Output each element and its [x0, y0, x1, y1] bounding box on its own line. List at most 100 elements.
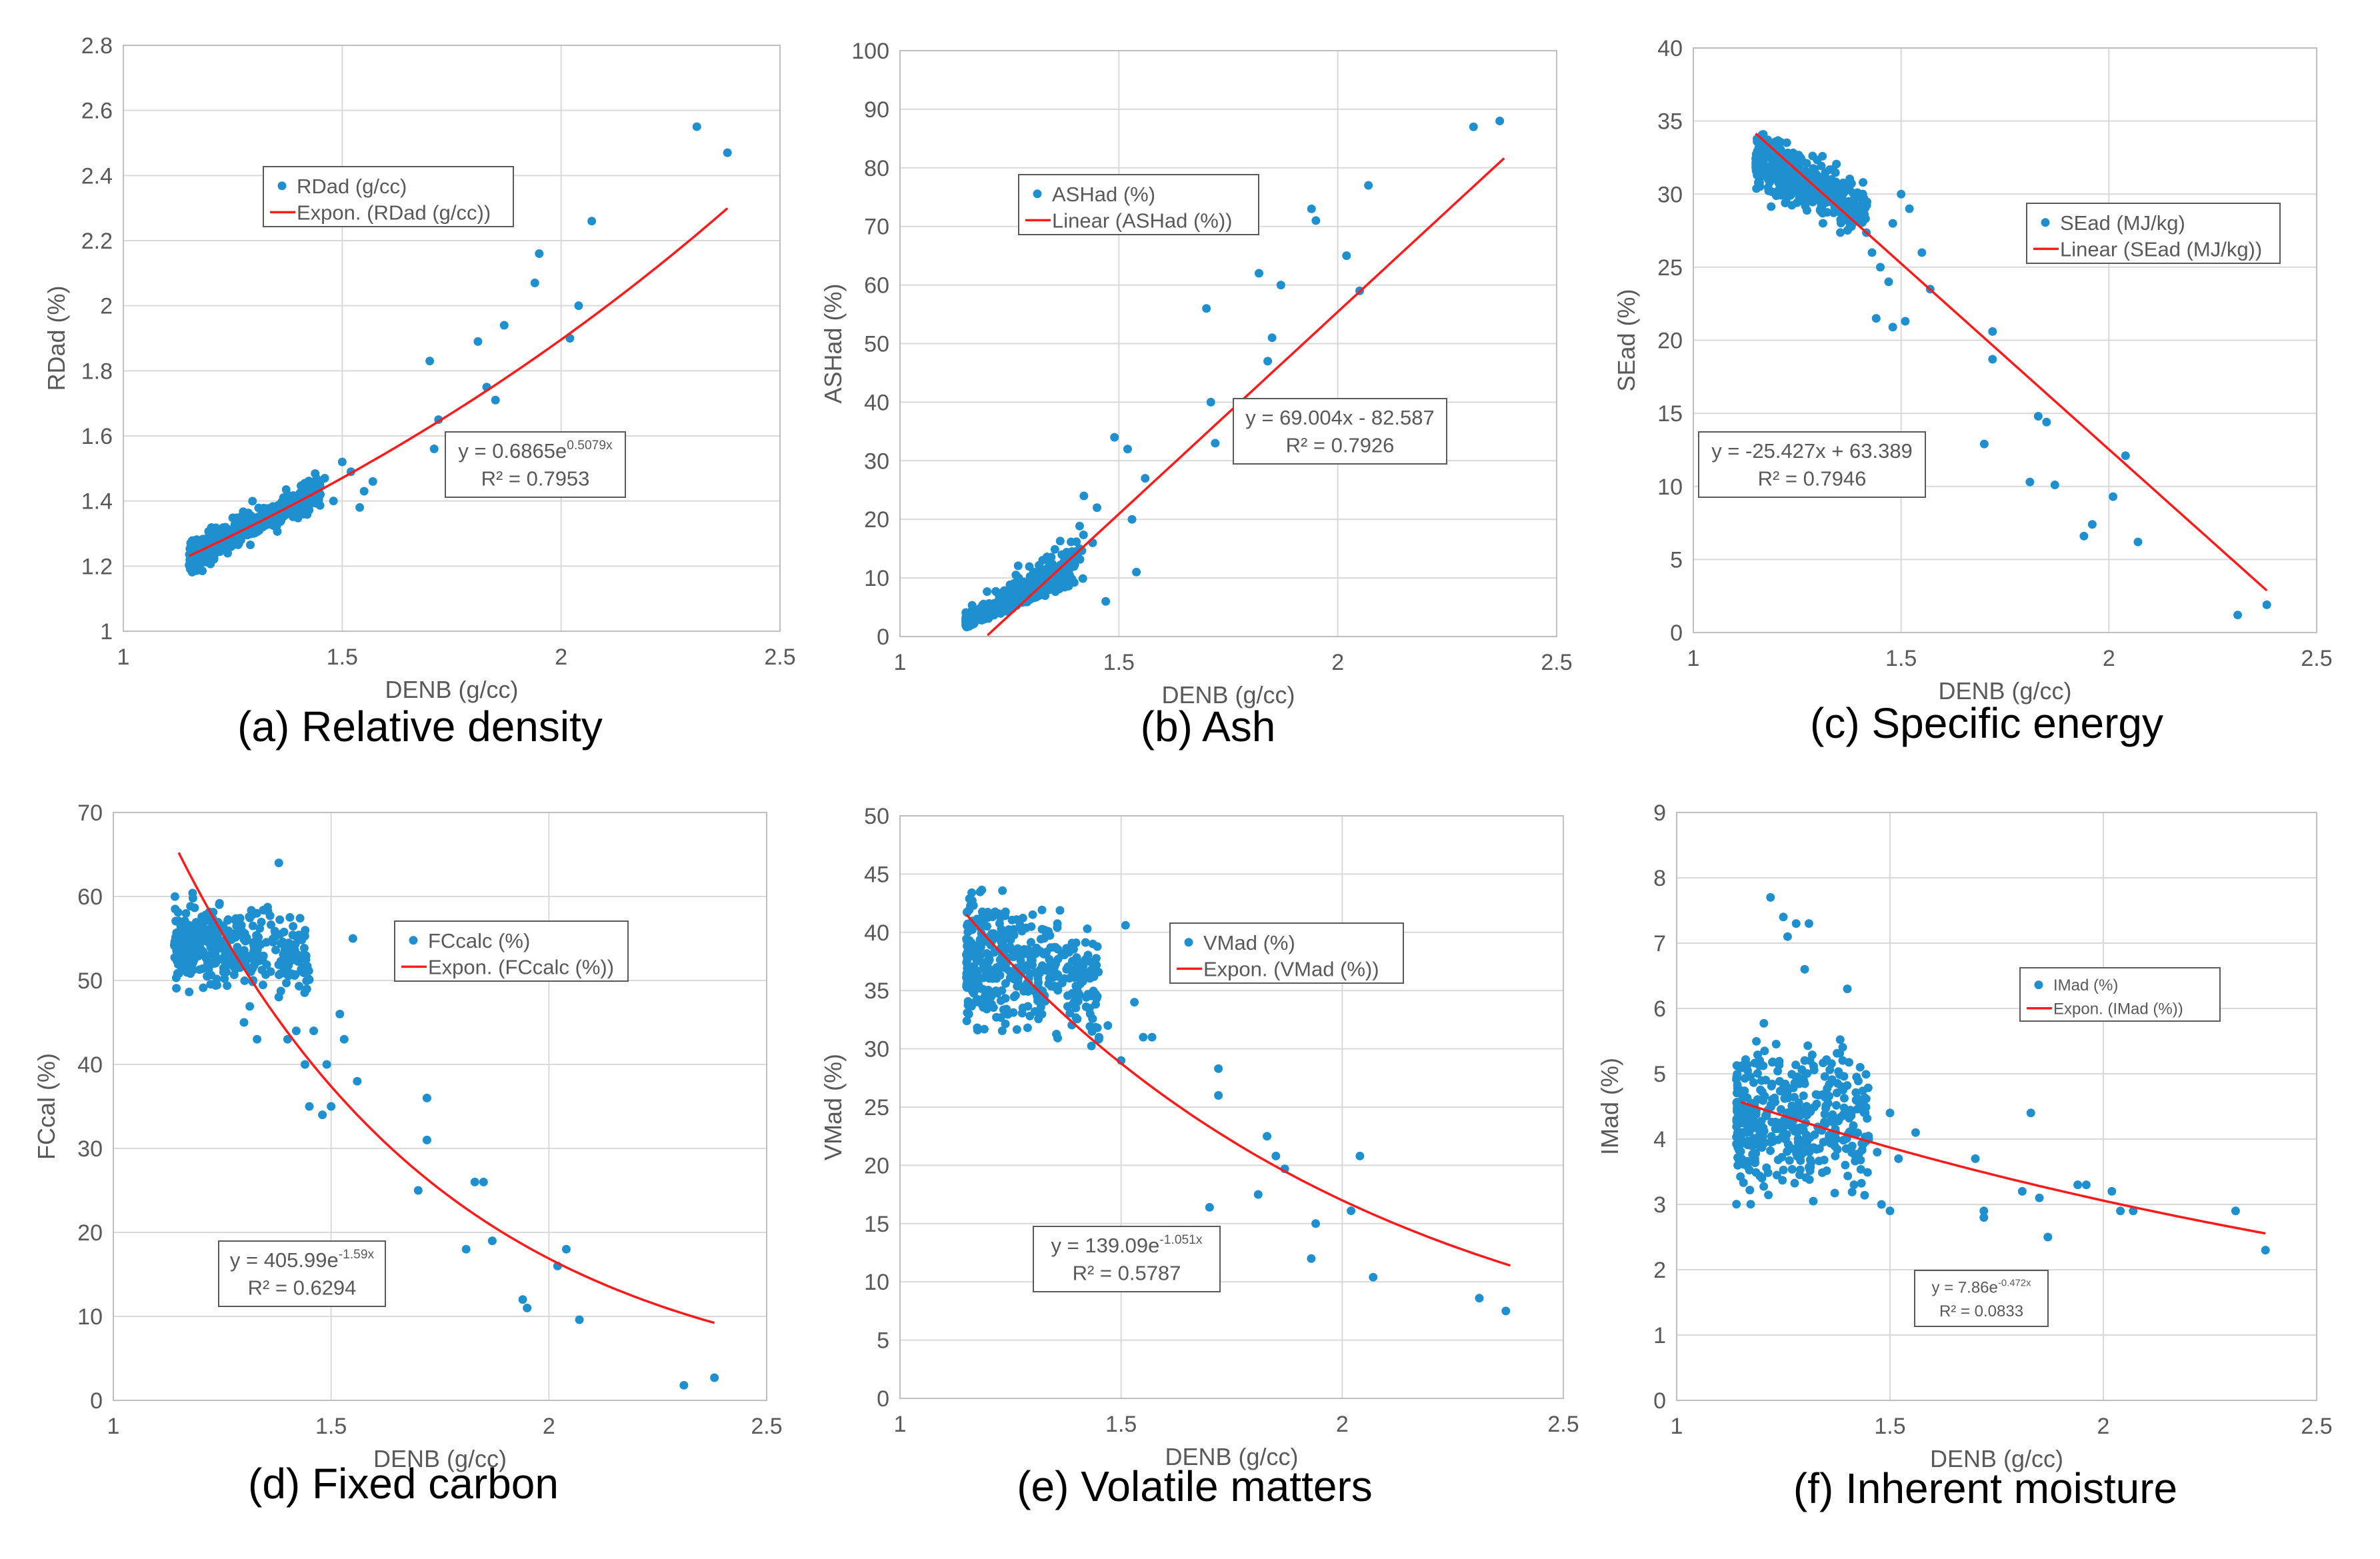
- data-point: [499, 321, 509, 330]
- legend-box: [263, 166, 514, 227]
- data-point: [979, 1024, 989, 1034]
- data-point: [1053, 954, 1063, 964]
- data-point: [1799, 1091, 1808, 1100]
- data-point: [1050, 545, 1059, 554]
- data-point: [1803, 1041, 1813, 1050]
- data-point: [962, 982, 971, 991]
- data-point: [255, 526, 264, 535]
- data-point: [1830, 1188, 1839, 1198]
- data-point: [1802, 1102, 1811, 1111]
- y-tick-label: 30: [864, 449, 889, 474]
- data-point: [1743, 1136, 1752, 1146]
- data-point: [1885, 1206, 1895, 1216]
- data-point: [1836, 1112, 1845, 1122]
- y-tick-label: 1.8: [81, 359, 113, 384]
- y-tick-label: 1: [1653, 1323, 1666, 1348]
- data-point: [1025, 562, 1034, 571]
- data-point: [1032, 948, 1041, 957]
- data-point: [1808, 186, 1817, 195]
- data-point: [1009, 579, 1019, 588]
- data-point: [1786, 186, 1795, 195]
- y-tick-label: 2.4: [81, 163, 113, 189]
- y-tick-label: 30: [77, 1136, 103, 1162]
- data-point: [1820, 1072, 1829, 1081]
- data-point: [1850, 208, 1859, 217]
- data-point: [173, 908, 183, 917]
- data-point: [1863, 1168, 1872, 1177]
- equation-main: y = 405.99e: [230, 1248, 339, 1272]
- data-point: [1790, 1078, 1799, 1088]
- data-point: [1783, 1093, 1793, 1102]
- data-point: [1733, 1142, 1743, 1152]
- data-point: [962, 1016, 971, 1026]
- data-point: [1836, 228, 1845, 237]
- legend-series-label: FCcalc (%): [428, 929, 530, 952]
- equation-exponent: -0.472x: [1998, 1278, 2031, 1289]
- data-point: [975, 887, 985, 896]
- data-point: [1803, 1069, 1812, 1078]
- data-point: [1857, 218, 1867, 227]
- data-point: [1013, 977, 1023, 986]
- data-point: [1853, 1128, 1862, 1138]
- data-point: [199, 925, 209, 934]
- data-point: [1762, 169, 1771, 179]
- trendline: [1755, 132, 2268, 592]
- data-point: [1740, 1108, 1749, 1117]
- data-point: [1001, 994, 1010, 1003]
- data-point: [337, 457, 347, 467]
- data-point: [1773, 1066, 1783, 1076]
- legend-series-label: IMad (%): [2053, 976, 2118, 994]
- data-point: [518, 1295, 527, 1304]
- equation-text: y = 405.99e-1.59x: [230, 1248, 375, 1272]
- data-point: [212, 942, 221, 951]
- trend-equation: y = 7.86e-0.472x R² = 0.0833: [1914, 1270, 2049, 1327]
- data-point: [1795, 1112, 1805, 1121]
- data-point: [300, 964, 309, 973]
- data-point: [530, 278, 539, 287]
- data-point: [1073, 1014, 1082, 1024]
- data-point: [304, 974, 313, 984]
- legend-marker-points: [2041, 218, 2050, 227]
- data-point: [1078, 976, 1087, 986]
- data-point: [1787, 1101, 1797, 1110]
- legend-box: [394, 920, 629, 982]
- data-point: [1805, 1175, 1814, 1184]
- data-point: [1845, 1114, 1854, 1123]
- y-tick-label: 20: [864, 507, 889, 533]
- data-point: [2073, 1180, 2083, 1190]
- plot-area: [123, 45, 781, 632]
- data-point: [185, 930, 195, 939]
- data-point: [248, 497, 257, 506]
- data-point: [173, 968, 182, 978]
- data-point: [1017, 577, 1027, 587]
- data-point: [284, 942, 293, 951]
- data-point: [1857, 1139, 1867, 1148]
- y-tick-label: 40: [864, 390, 889, 415]
- data-point: [1037, 905, 1047, 914]
- data-point: [1791, 919, 1801, 928]
- data-point: [1072, 953, 1081, 962]
- data-point: [327, 1102, 336, 1111]
- data-point: [320, 473, 329, 483]
- equation-text: y = 0.6865e0.5079x: [458, 439, 613, 463]
- data-point: [1790, 1092, 1799, 1102]
- data-point: [270, 926, 279, 936]
- y-tick-label: 1.6: [81, 424, 113, 449]
- data-point: [2081, 1180, 2091, 1190]
- data-point: [211, 523, 221, 533]
- data-point: [293, 513, 303, 523]
- y-tick-label: 35: [864, 978, 889, 1004]
- y-tick-label: 15: [1657, 401, 1683, 427]
- data-point: [1263, 357, 1273, 366]
- legend-trend-label: Expon. (RDad (g/cc)): [297, 201, 491, 225]
- data-point: [1369, 1272, 1378, 1282]
- trendline: [177, 852, 715, 1324]
- data-point: [245, 913, 255, 922]
- panel-caption: (e) Volatile matters: [1017, 1462, 1373, 1510]
- data-point: [1751, 1168, 1761, 1177]
- data-point: [723, 148, 732, 157]
- data-point: [198, 567, 207, 576]
- data-point: [1753, 1068, 1762, 1078]
- data-point: [1815, 1156, 1824, 1166]
- data-point: [1732, 1104, 1741, 1113]
